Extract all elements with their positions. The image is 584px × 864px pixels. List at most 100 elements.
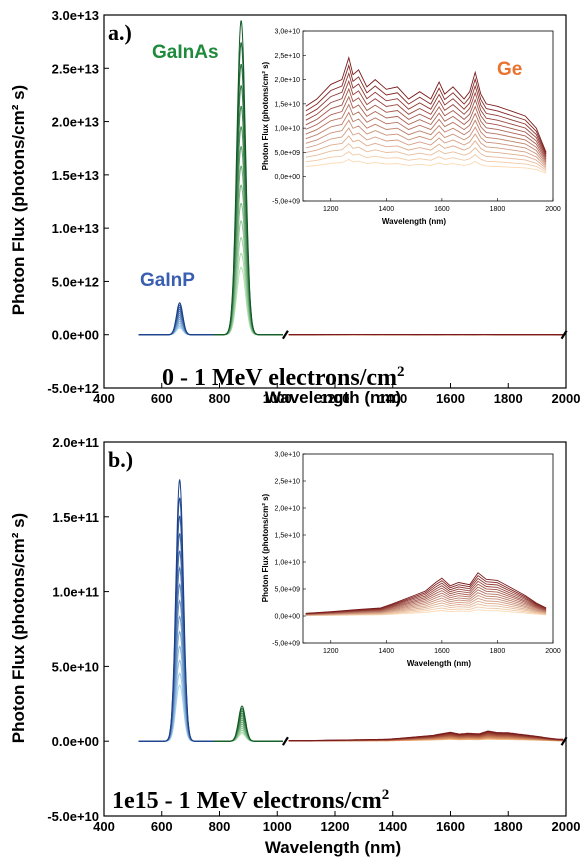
x-tick-label: 2000: [552, 391, 581, 406]
inset-ge-curve: [305, 95, 547, 161]
panel-b-annotation-text: 1e15 - 1 MeV electrons/cm: [112, 788, 382, 814]
y-tick-label: 5.0e+12: [52, 274, 99, 289]
inset-ge-curve: [305, 603, 547, 616]
panel-b-series: [138, 479, 568, 746]
x-tick-label: 2000: [552, 819, 581, 834]
x-tick-label: 1800: [494, 391, 523, 406]
inset-ge-curve: [305, 71, 547, 156]
inset-x-tick-label: 1400: [379, 206, 395, 213]
inset-x-tick-label: 2000: [545, 206, 561, 213]
inset-x-tick-label: 1200: [323, 206, 339, 213]
x-tick-label: 1400: [378, 391, 407, 406]
x-tick-label: 400: [93, 391, 115, 406]
inset-ge-curve: [305, 574, 547, 614]
y-tick-label: -5.0e+10: [47, 809, 99, 824]
inset-ge-curve: [305, 111, 547, 164]
ge-label: Ge: [497, 59, 522, 80]
panel-a-inset: -5,0e+09 0,0e+00 5,0e+09 1,0e+10 1,5e+10 2,0e…: [261, 29, 561, 227]
inset-ge-curve: [305, 609, 547, 617]
y-tick-label: 1.5e+13: [52, 168, 99, 183]
y-tick-label: 0.0e+00: [52, 328, 99, 343]
inset-ge-curve: [305, 594, 547, 616]
inset-y-tick-label: 1,0e+10: [275, 126, 301, 133]
panel-a-x-ticks: 400 600 800 1000 1200 1400 1600 1800 2000: [93, 383, 580, 406]
panel-a-inset-frame: [302, 30, 554, 202]
panel-a-annotation-text: 0 - 1 MeV electrons/cm: [162, 365, 397, 391]
panel-a-inset-x-ticks: 1200 1400 1600 1800 2000: [323, 198, 561, 213]
inset-y-tick-label: 3,0e+10: [275, 29, 301, 36]
inset-ge-curve: [305, 592, 547, 615]
y-tick-label: 2.0e+11: [52, 435, 99, 450]
panel-b-inset-y-label: Photon Flux (photons/cm² s): [261, 493, 270, 602]
panel-b-inset-x-ticks: 1200 1400 1600 1800 2000: [323, 640, 561, 655]
inset-ge-curve: [305, 589, 547, 615]
panel-b-annotation-sup: 2: [382, 787, 390, 803]
inset-ge-curve: [305, 87, 547, 160]
inset-y-tick-label: 3,0e+10: [275, 452, 301, 459]
axis-break-mark: [560, 330, 568, 340]
inset-ge-curve: [305, 600, 547, 616]
panel-b-inset-y-ticks: -5,0e+09 0,0e+00 5,0e+09 1,0e+10 1,5e+10 2,0e…: [272, 452, 306, 648]
inset-y-tick-label: 2,0e+10: [275, 77, 301, 84]
panel-b-x-ticks: 400 600 800 1000 1200 1400 1600 1800 2000: [93, 811, 580, 834]
panel-b-annotation: 1e15 - 1 MeV electrons/cm2: [112, 787, 389, 814]
galnas-curve: [213, 705, 283, 742]
panel-b-inset: -5,0e+09 0,0e+00 5,0e+09 1,0e+10 1,5e+10 2,0e…: [261, 452, 561, 669]
panel-a-inset-y-ticks: -5,0e+09 0,0e+00 5,0e+09 1,0e+10 1,5e+10 2,0e…: [272, 29, 306, 206]
inset-ge-curve: [305, 151, 547, 172]
y-tick-label: 1.5e+11: [52, 510, 99, 525]
panel-b-x-axis-label: Wavelength (nm): [265, 838, 401, 857]
inset-y-tick-label: 0,0e+00: [275, 614, 301, 621]
y-tick-label: 0.0e+00: [52, 734, 99, 749]
axis-break-mark: [281, 330, 289, 340]
y-tick-label: 3.0e+13: [52, 8, 99, 23]
y-tick-label: -5.0e+12: [47, 381, 99, 396]
inset-ge-curve: [305, 119, 547, 166]
panel-b-y-ticks: -5.0e+10 0.0e+00 5.0e+10 1.0e+11 1.5e+11 2.0e…: [47, 435, 109, 824]
inset-x-tick-label: 1200: [323, 648, 339, 655]
y-tick-label: 2.5e+13: [52, 61, 99, 76]
x-tick-label: 400: [93, 819, 115, 834]
galnp-curve: [138, 479, 214, 742]
x-tick-label: 1000: [263, 391, 292, 406]
panel-a-x-axis-label: Wavelength (nm): [265, 388, 401, 407]
inset-ge-curve: [305, 103, 547, 163]
panel-b-inset-x-label: Wavelength (nm): [407, 659, 471, 668]
inset-ge-curve: [305, 158, 547, 174]
inset-ge-curve: [305, 135, 547, 169]
x-tick-label: 1400: [378, 819, 407, 834]
panel-a-inset-y-label: Photon Flux (photons/cm² s): [261, 61, 270, 170]
inset-ge-curve: [305, 143, 547, 171]
y-tick-label: 2.0e+13: [52, 115, 99, 130]
inset-ge-curve: [305, 127, 547, 168]
inset-ge-curve: [305, 606, 547, 616]
inset-ge-curve: [305, 577, 547, 615]
panel-a-y-ticks: -5.0e+12 0.0e+00 5.0e+12 1.0e+13 1.5e+13 2.0e…: [47, 8, 109, 396]
panel-a-inset-x-label: Wavelength (nm): [382, 217, 446, 226]
inset-x-tick-label: 1600: [434, 206, 450, 213]
inset-ge-curve: [305, 597, 547, 616]
panel-a-annotation-sup: 2: [397, 364, 405, 380]
galnas-curve: [213, 20, 283, 336]
y-tick-label: 1.0e+13: [52, 221, 99, 236]
inset-y-tick-label: 2,0e+10: [275, 506, 301, 513]
galnp-label: GaInP: [140, 270, 195, 291]
panel-b-y-axis-label: Photon Flux (photons/cm² s): [9, 513, 28, 743]
y-tick-label: 5.0e+10: [52, 659, 99, 674]
x-tick-label: 1200: [321, 819, 350, 834]
inset-y-tick-label: 5,0e+09: [275, 587, 301, 594]
x-tick-label: 600: [151, 391, 173, 406]
inset-y-tick-label: 2,5e+10: [275, 479, 301, 486]
inset-y-tick-label: -5,0e+09: [272, 641, 300, 648]
inset-ge-curve: [305, 63, 547, 155]
inset-ge-curve: [305, 580, 547, 615]
y-tick-label: 1.0e+11: [52, 585, 99, 600]
panel-b-letter: b.): [108, 447, 133, 472]
inset-x-tick-label: 1800: [490, 206, 506, 213]
inset-x-tick-label: 2000: [545, 648, 561, 655]
inset-y-tick-label: 2,5e+10: [275, 53, 301, 60]
panel-a-series: [138, 20, 568, 340]
inset-ge-curve: [305, 572, 547, 614]
galnas-label: GaInAs: [152, 42, 219, 63]
